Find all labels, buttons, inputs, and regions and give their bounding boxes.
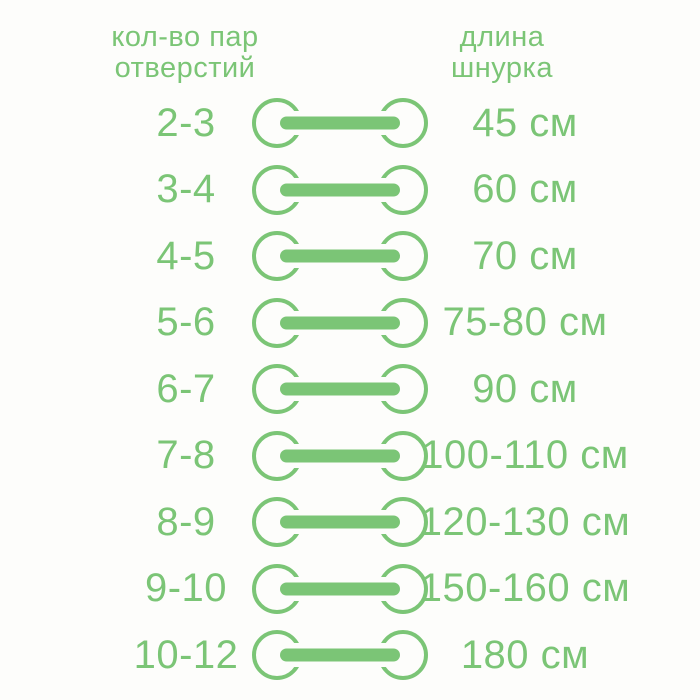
table-row: 5-6 75-80 см [0,290,700,357]
shoelace-eyelets-icon [252,563,428,614]
shoelace-eyelets-icon [252,98,428,149]
table-row: 3-4 60 см [0,157,700,224]
eyelet-pairs-value: 7-8 [156,433,216,478]
eyelet-pairs-value: 4-5 [156,233,216,278]
table-row: 7-8 100-110 см [0,423,700,490]
eyelet-pairs-value: 9-10 [144,566,228,611]
table-row: 8-9 120-130 см [0,489,700,556]
eyelet-pairs-value: 6-7 [156,366,216,411]
lace-length-value: 70 см [472,233,578,278]
header-eyelet-pairs: кол-во пар отверстий [85,22,285,84]
lace-length-value: 150-160 см [419,566,631,611]
table-row: 6-7 90 см [0,356,700,423]
lace-length-value: 180 см [460,632,590,677]
shoelace-eyelets-icon [252,164,428,215]
header-lace-length-line2: шнурка [450,52,554,84]
shoelace-eyelets-icon [252,630,428,681]
eyelet-pairs-value: 8-9 [156,499,216,544]
lace-length-value: 100-110 см [421,433,629,478]
shoelace-eyelets-icon [252,231,428,282]
eyelet-pairs-value: 2-3 [156,100,216,145]
table-row: 2-3 45 см [0,90,700,157]
shoelace-eyelets-icon [252,430,428,481]
shoelace-eyelets-icon [252,364,428,415]
lace-length-value: 75-80 см [442,300,608,345]
lace-length-value: 120-130 см [419,499,631,544]
header-lace-length: длина шнурка [402,22,602,84]
eyelet-pairs-value: 5-6 [156,300,216,345]
table-row: 10-12 180 см [0,622,700,689]
eyelet-pairs-value: 3-4 [156,167,216,212]
table-row: 9-10 150-160 см [0,556,700,623]
header-eyelet-pairs-line2: отверстий [114,52,256,84]
lace-length-value: 45 см [472,100,578,145]
lace-length-value: 60 см [472,167,578,212]
eyelet-pairs-value: 10-12 [133,632,239,677]
size-table-rows: 2-3 45 см 3-4 60 см 4-5 [0,90,700,689]
shoelace-eyelets-icon [252,297,428,348]
lace-length-value: 90 см [472,366,578,411]
header-lace-length-line1: длина [459,21,545,53]
header-eyelet-pairs-line1: кол-во пар [111,21,259,53]
shoelace-eyelets-icon [252,497,428,548]
table-row: 4-5 70 см [0,223,700,290]
